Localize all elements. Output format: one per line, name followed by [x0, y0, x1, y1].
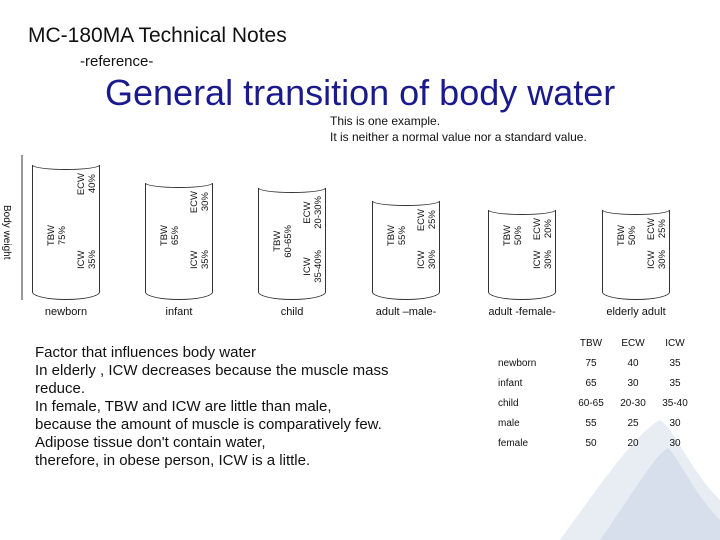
table-row: child 60-65 20-30 35-40 [484, 393, 696, 413]
note-line-1: This is one example. [330, 114, 441, 128]
icw-label: ICW 35% [189, 250, 211, 270]
factor-text-block: Factor that influences body water In eld… [35, 344, 388, 470]
cylinder-top [603, 210, 669, 215]
group-label: elderly adult [606, 306, 666, 318]
tbw-label: TBW 60-65% [272, 225, 294, 258]
ecw-label: ECW 25% [646, 218, 668, 241]
table-cell: 25 [627, 417, 639, 429]
icw-label: ICW 30% [532, 250, 554, 270]
body-weight-axis-line [21, 155, 23, 300]
note-line-2: It is neither a normal value nor a stand… [330, 130, 587, 144]
icw-label: ICW 35% [76, 250, 98, 270]
cylinder-newborn [32, 165, 100, 300]
table-cell: 50 [585, 437, 597, 449]
table-cell: 30 [669, 437, 681, 449]
table-cell: 55 [585, 417, 597, 429]
ecw-label: ECW 40% [76, 173, 98, 196]
factor-line: because the amount of muscle is comparat… [35, 416, 382, 433]
table-cell: male [498, 417, 520, 429]
cylinder-top [489, 210, 555, 215]
ecw-label: ECW 20-30% [302, 196, 324, 229]
table-cell: child [498, 397, 519, 409]
table-cell: 35 [669, 357, 681, 369]
group-label: adult -female- [488, 306, 556, 318]
factor-line: Adipose tissue don't contain water, [35, 434, 266, 451]
table-cell: female [498, 437, 529, 449]
table-row: infant 65 30 35 [484, 373, 696, 393]
factor-line: reduce. [35, 380, 86, 397]
group-label: child [280, 306, 304, 318]
body-weight-axis-label: Body weight [1, 205, 12, 260]
table-cell: 60-65 [578, 397, 604, 409]
cylinder-adult-male [372, 201, 440, 300]
table-header-cell: ECW [621, 337, 645, 349]
group-label: adult –male- [375, 306, 437, 318]
tbw-label: TBW 55% [386, 225, 408, 247]
table-header-row: TBW ECW ICW [484, 333, 696, 353]
cylinder-infant [145, 183, 213, 300]
table-cell: 35-40 [662, 397, 688, 409]
table-cell: 30 [669, 417, 681, 429]
table-row: female 50 20 30 [484, 433, 696, 453]
tbw-label: TBW 50% [616, 225, 638, 247]
icw-label: ICW 35-40% [302, 250, 324, 283]
table-cell: 35 [669, 377, 681, 389]
tbw-label: TBW 50% [502, 225, 524, 247]
main-title: General transition of body water [105, 72, 616, 113]
table-cell: infant [498, 377, 523, 389]
cylinder-top [373, 201, 439, 206]
body-water-table: TBW ECW ICW newborn 75 40 35 infant 65 3… [484, 333, 696, 453]
table-cell: 65 [585, 377, 597, 389]
table-header-cell: ICW [665, 337, 685, 349]
factor-heading: Factor that influences body water [35, 344, 256, 361]
table-row: male 55 25 30 [484, 413, 696, 433]
factor-line: therefore, in obese person, ICW is a lit… [35, 452, 311, 469]
ecw-label: ECW 20% [532, 218, 554, 241]
table-cell: 20-30 [620, 397, 646, 409]
table-row: newborn 75 40 35 [484, 353, 696, 373]
cylinder-top [146, 183, 212, 188]
cylinder-top [259, 188, 325, 193]
icw-label: ICW 30% [646, 250, 668, 270]
cylinder-child [258, 188, 326, 300]
tbw-label: TBW 75% [46, 225, 68, 247]
tbw-label: TBW 65% [159, 225, 181, 247]
ecw-label: ECW 30% [189, 191, 211, 214]
ecw-label: ECW 25% [416, 209, 438, 232]
table-cell: 75 [585, 357, 597, 369]
table-cell: 40 [627, 357, 639, 369]
icw-label: ICW 30% [416, 250, 438, 270]
table-cell: 30 [627, 377, 639, 389]
cylinder-elderly-adult [602, 210, 670, 300]
cylinder-adult-female [488, 210, 556, 300]
table-cell: newborn [498, 357, 537, 369]
factor-line: In female, TBW and ICW are little than m… [35, 398, 332, 415]
table-cell: 20 [627, 437, 639, 449]
header-title: MC-180MA Technical Notes [28, 24, 287, 47]
header-subtitle: -reference- [80, 53, 154, 70]
table-header-cell: TBW [579, 337, 603, 349]
cylinder-top [33, 165, 99, 170]
factor-line: In elderly , ICW decreases because the m… [35, 362, 389, 379]
table-header-cell [484, 333, 570, 353]
group-label: infant [165, 306, 193, 318]
group-label: newborn [44, 306, 88, 318]
